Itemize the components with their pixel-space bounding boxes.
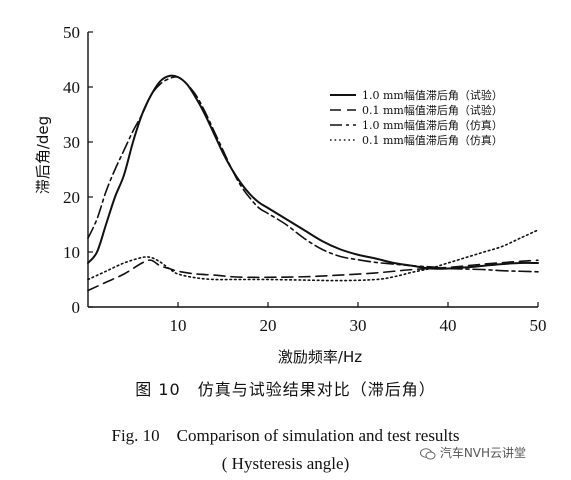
wechat-icon: [420, 447, 436, 459]
x-tick-label: 10: [170, 316, 187, 335]
legend-label-2: 0.1 mm幅值滞后角（试验）: [362, 103, 503, 117]
series-line-4: [87, 229, 539, 282]
y-tick-label: 40: [63, 78, 80, 97]
x-tick-label: 30: [350, 316, 367, 335]
y-tick-label: 20: [63, 188, 80, 207]
figure-caption-chinese: 图 10 仿真与试验结果对比（滞后角）: [135, 380, 436, 399]
y-tick-label: 50: [63, 23, 80, 42]
y-tick-label: 0: [72, 298, 81, 317]
legend: 1.0 mm幅值滞后角（试验）0.1 mm幅值滞后角（试验）1.0 mm幅值滞后…: [330, 88, 503, 147]
axes: 0 10 20 30 40 50 10 20 30 40 50: [63, 23, 547, 335]
x-axis-label: 激励频率/Hz: [278, 348, 362, 366]
y-axis-label: 滞后角/deg: [34, 116, 52, 194]
series-line-3: [87, 76, 539, 273]
x-tick-label: 20: [260, 316, 277, 335]
legend-label-1: 1.0 mm幅值滞后角（试验）: [362, 88, 503, 102]
y-tick-label: 10: [63, 243, 80, 262]
figure-caption-english-subtitle: ( Hysteresis angle): [221, 454, 350, 473]
y-tick-label: 30: [63, 133, 80, 152]
plot-area: [87, 74, 539, 292]
watermark-text: 汽车NVH云讲堂: [439, 446, 527, 460]
x-tick-label: 50: [530, 316, 547, 335]
figure-caption-english: Fig. 10 Comparison of simulation and tes…: [111, 426, 460, 445]
legend-label-3: 1.0 mm幅值滞后角（仿真）: [362, 118, 503, 132]
watermark: 汽车NVH云讲堂: [420, 444, 526, 461]
x-tick-label: 40: [440, 316, 457, 335]
series-line-2: [87, 259, 539, 292]
legend-label-4: 0.1 mm幅值滞后角（仿真）: [362, 133, 503, 147]
